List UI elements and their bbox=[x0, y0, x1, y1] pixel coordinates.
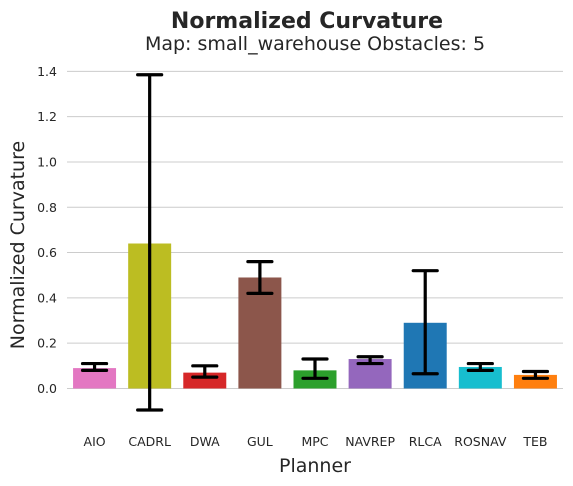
error-bar-dwa bbox=[191, 364, 219, 379]
x-axis-ticks: AIO CADRL DWA GUL MPC NAVREP RLCA ROSNAV TEB bbox=[84, 434, 548, 449]
x-tick-label: MPC bbox=[301, 434, 328, 449]
y-tick-label: 0.0 bbox=[37, 381, 57, 396]
y-tick-label: 1.4 bbox=[37, 64, 57, 79]
x-tick-label: DWA bbox=[190, 434, 220, 449]
y-tick-label: 0.6 bbox=[37, 245, 57, 260]
y-axis-ticks: 0.0 0.2 0.4 0.6 0.8 1.0 1.2 1.4 bbox=[37, 64, 57, 396]
error-bar-navrep bbox=[356, 355, 384, 366]
error-bar-cadrl bbox=[136, 73, 164, 412]
y-tick-label: 1.0 bbox=[37, 154, 57, 169]
error-bar-gul bbox=[246, 260, 274, 295]
y-tick-label: 1.2 bbox=[37, 109, 57, 124]
y-axis-label: Normalized Curvature bbox=[7, 141, 29, 349]
chart-title: Normalized Curvature bbox=[171, 9, 443, 34]
error-bar-mpc bbox=[301, 357, 329, 380]
y-tick-label: 0.8 bbox=[37, 200, 57, 215]
x-tick-label: GUL bbox=[247, 434, 273, 449]
x-axis-label: Planner bbox=[279, 455, 351, 477]
chart-subtitle: Map: small_warehouse Obstacles: 5 bbox=[145, 33, 485, 55]
x-tick-label: AIO bbox=[84, 434, 106, 449]
error-bar-teb bbox=[521, 369, 550, 380]
bar-aio bbox=[73, 368, 117, 389]
y-tick-label: 0.4 bbox=[37, 290, 57, 305]
error-bar-rlca bbox=[411, 269, 439, 376]
x-tick-label: ROSNAV bbox=[454, 434, 507, 449]
bar-rosnav bbox=[458, 366, 502, 389]
bar-gul bbox=[238, 277, 282, 389]
x-tick-label: CADRL bbox=[128, 434, 171, 449]
x-tick-label: RLCA bbox=[409, 434, 442, 449]
error-bars bbox=[80, 73, 550, 412]
x-tick-label: NAVREP bbox=[345, 434, 395, 449]
y-tick-label: 0.2 bbox=[37, 336, 57, 351]
x-tick-label: TEB bbox=[522, 434, 547, 449]
error-bar-aio bbox=[80, 361, 109, 372]
error-bar-rosnav bbox=[466, 361, 494, 372]
